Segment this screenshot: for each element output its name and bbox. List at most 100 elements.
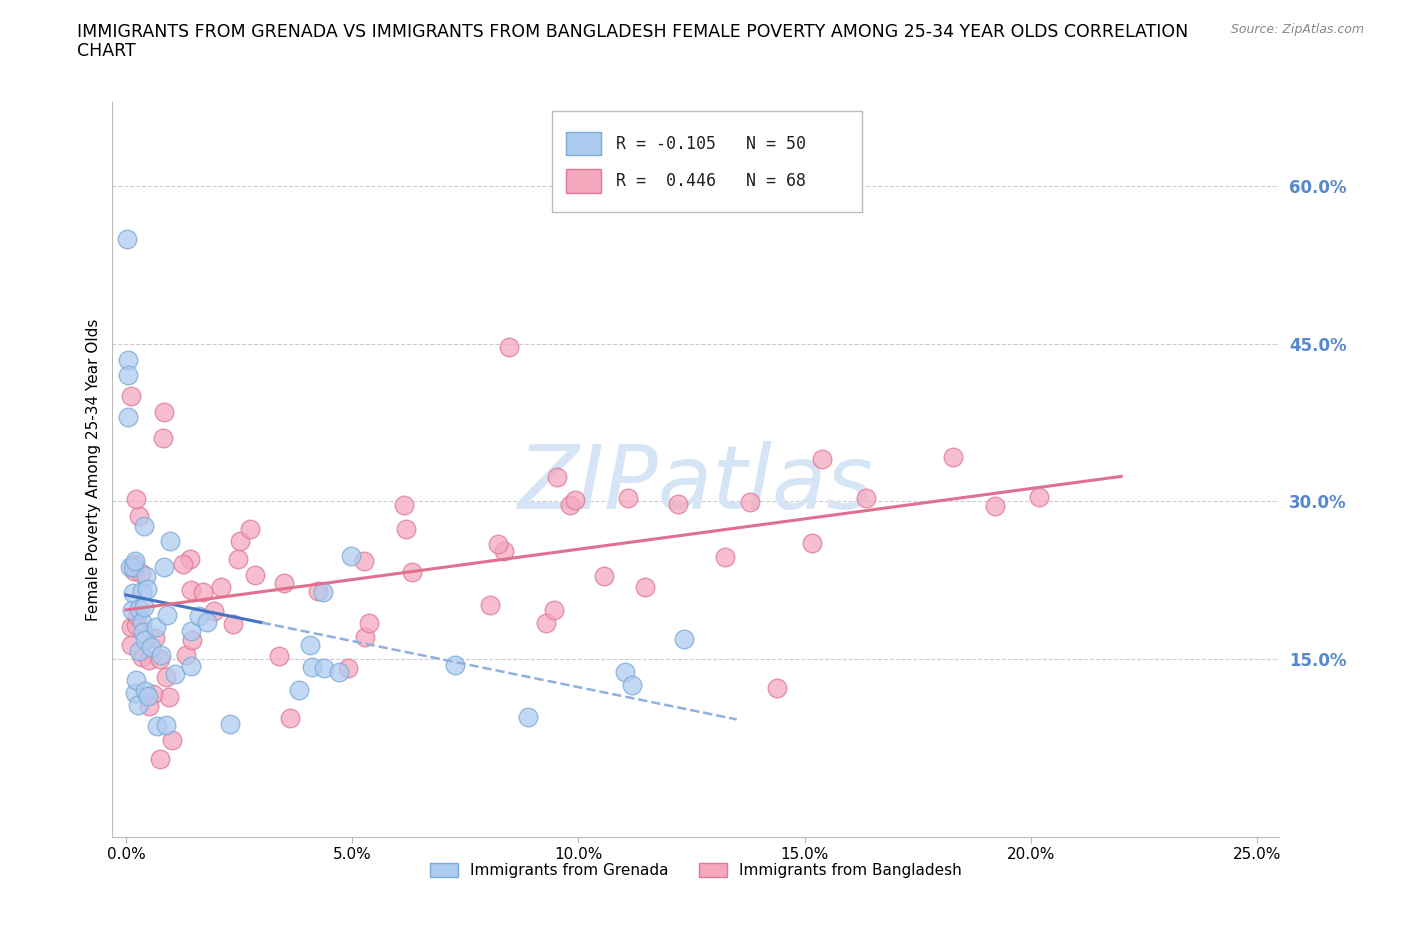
Point — [142, 686, 165, 701]
Point — [160, 732, 183, 747]
Point — [498, 339, 520, 354]
Point — [243, 567, 266, 582]
Point — [738, 495, 761, 510]
Point — [180, 658, 202, 673]
Point — [179, 551, 201, 566]
Point — [546, 470, 568, 485]
Point — [666, 497, 689, 512]
Point — [129, 566, 152, 581]
Y-axis label: Female Poverty Among 25-34 Year Olds: Female Poverty Among 25-34 Year Olds — [86, 318, 101, 621]
Point — [124, 685, 146, 700]
Point — [810, 452, 832, 467]
Point — [135, 569, 157, 584]
Point — [564, 492, 586, 507]
Point — [124, 563, 146, 578]
Point — [617, 490, 640, 505]
Point — [209, 579, 232, 594]
Point — [191, 585, 214, 600]
Point — [152, 559, 174, 574]
Point — [157, 690, 180, 705]
Point — [136, 689, 159, 704]
Point — [165, 666, 187, 681]
Point — [155, 670, 177, 684]
Point — [340, 549, 363, 564]
Point — [117, 352, 139, 367]
Text: R =  0.446   N = 68: R = 0.446 N = 68 — [616, 172, 806, 190]
Point — [197, 615, 219, 630]
Point — [149, 651, 172, 666]
Point — [120, 638, 142, 653]
Point — [543, 603, 565, 618]
Point — [301, 659, 323, 674]
Point — [139, 640, 162, 655]
Point — [128, 509, 150, 524]
Point — [145, 631, 167, 646]
Point — [134, 600, 156, 615]
Point — [479, 598, 502, 613]
Point — [614, 665, 637, 680]
Point — [328, 664, 350, 679]
Point — [278, 711, 301, 725]
Point — [146, 718, 169, 733]
Point — [127, 698, 149, 712]
Point — [273, 575, 295, 590]
Point — [131, 615, 153, 630]
Text: IMMIGRANTS FROM GRENADA VS IMMIGRANTS FROM BANGLADESH FEMALE POVERTY AMONG 25-34: IMMIGRANTS FROM GRENADA VS IMMIGRANTS FR… — [77, 23, 1188, 41]
Point — [159, 534, 181, 549]
Text: CHART: CHART — [77, 42, 136, 60]
Point — [984, 498, 1007, 513]
Point — [128, 602, 150, 617]
Point — [118, 560, 141, 575]
Point — [131, 650, 153, 665]
Point — [145, 619, 167, 634]
Point — [801, 536, 824, 551]
Point — [239, 522, 262, 537]
Point — [714, 550, 737, 565]
Point — [149, 751, 172, 766]
Point — [307, 583, 329, 598]
Point — [443, 658, 465, 672]
Point — [180, 582, 202, 597]
Point — [124, 553, 146, 568]
Point — [156, 607, 179, 622]
Point — [121, 603, 143, 618]
Point — [621, 678, 644, 693]
Point — [136, 581, 159, 596]
Point — [673, 631, 696, 646]
Point — [353, 630, 375, 644]
Point — [131, 583, 153, 598]
Point — [132, 519, 155, 534]
Point — [152, 431, 174, 445]
Point — [120, 389, 142, 404]
Point — [486, 537, 509, 551]
Point — [172, 557, 194, 572]
Point — [121, 560, 143, 575]
Point — [392, 498, 415, 512]
Point — [353, 553, 375, 568]
Point — [120, 619, 142, 634]
Point — [127, 609, 149, 624]
Point — [229, 534, 252, 549]
Point — [534, 616, 557, 631]
Point — [592, 569, 614, 584]
Point — [312, 584, 335, 599]
Point — [117, 410, 139, 425]
Point — [942, 450, 965, 465]
Point — [634, 579, 657, 594]
Point — [128, 644, 150, 658]
Point — [204, 604, 226, 618]
Point — [288, 683, 311, 698]
Point — [138, 653, 160, 668]
Point — [122, 556, 145, 571]
Point — [222, 617, 245, 631]
Point — [855, 490, 877, 505]
Point — [180, 623, 202, 638]
Text: Source: ZipAtlas.com: Source: ZipAtlas.com — [1230, 23, 1364, 36]
Point — [125, 491, 148, 506]
Point — [174, 647, 197, 662]
Point — [125, 672, 148, 687]
Point — [401, 565, 423, 579]
Point — [134, 632, 156, 647]
Point — [337, 660, 360, 675]
Point — [269, 649, 291, 664]
